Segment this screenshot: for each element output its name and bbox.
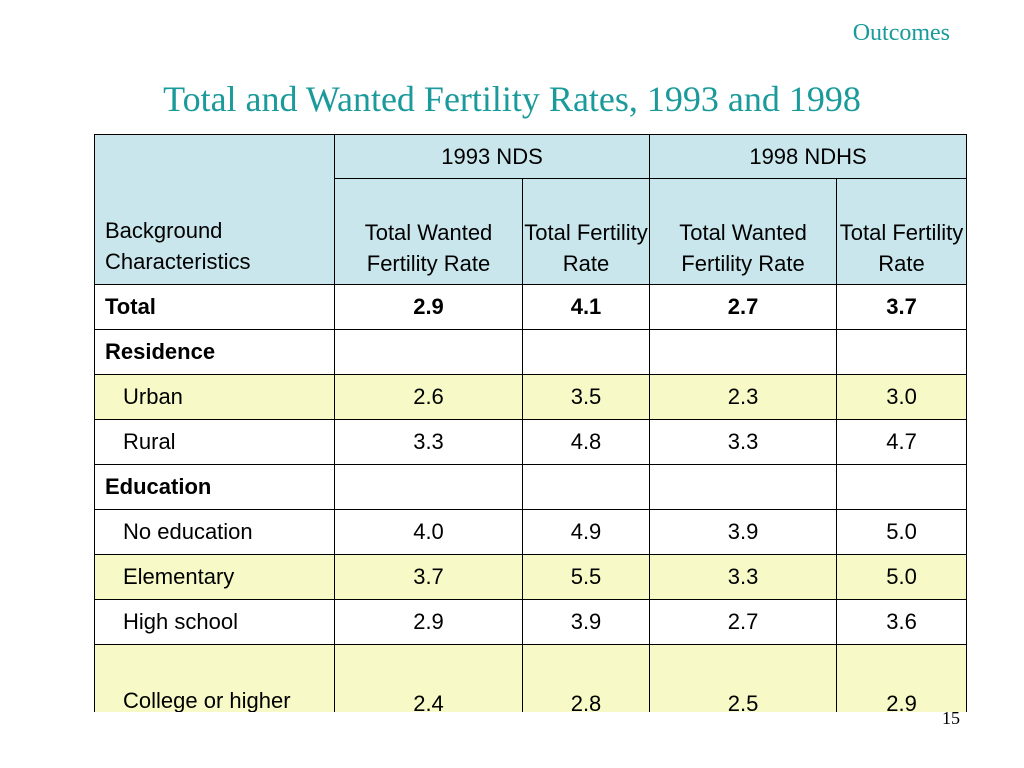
table-cell: 2.8 <box>521 644 651 712</box>
table-cell: 5.0 <box>836 554 967 600</box>
page-number: 15 <box>942 708 960 728</box>
table-cell: 5.0 <box>836 509 967 555</box>
table-row-high-school: High school 2.9 3.9 2.7 3.6 <box>94 599 967 645</box>
table-cell <box>334 464 523 510</box>
row-label: Residence <box>94 329 335 375</box>
table-cell: 3.6 <box>836 599 967 645</box>
table-row-total: Total 2.9 4.1 2.7 3.7 <box>94 284 967 330</box>
table-cell: 2.5 <box>649 644 838 712</box>
table-cell: 2.4 <box>334 644 523 712</box>
table-cell: 3.3 <box>649 554 838 600</box>
table-cell: 3.3 <box>334 419 523 465</box>
table-cell: 3.9 <box>521 599 651 645</box>
row-label: Total <box>94 284 335 330</box>
table-row-rural: Rural 3.3 4.8 3.3 4.7 <box>94 419 967 465</box>
fertility-table: Background Characteristics 1993 NDS 1998… <box>94 134 967 712</box>
table-cell: 4.1 <box>521 284 651 330</box>
table-cell: 2.7 <box>649 599 838 645</box>
table-row-college: College or higher 2.4 2.8 2.5 2.9 <box>94 644 967 712</box>
col-header-1998-total: Total Fertility Rate <box>836 178 967 285</box>
table-cell: 2.9 <box>836 644 967 712</box>
group-header-1998: 1998 NDHS <box>649 134 967 179</box>
col-header-1993-total: Total Fertility Rate <box>521 178 651 285</box>
table-row-education: Education <box>94 464 967 510</box>
table-row-residence: Residence <box>94 329 967 375</box>
group-header-1993: 1993 NDS <box>333 134 651 179</box>
row-label: Urban <box>94 374 335 420</box>
table-cell <box>521 329 651 375</box>
table-cell <box>334 329 523 375</box>
table-cell: 2.9 <box>334 599 523 645</box>
table-cell: 4.9 <box>521 509 651 555</box>
table-cell: 2.9 <box>334 284 523 330</box>
col-header-1993-wanted: Total Wanted Fertility Rate <box>334 178 523 285</box>
table-row-no-education: No education 4.0 4.9 3.9 5.0 <box>94 509 967 555</box>
row-label: Rural <box>94 419 335 465</box>
fertility-table-container: Background Characteristics 1993 NDS 1998… <box>94 134 967 712</box>
row-label: No education <box>94 509 335 555</box>
table-cell: 3.7 <box>836 284 967 330</box>
slide-title: Total and Wanted Fertility Rates, 1993 a… <box>163 79 861 119</box>
col-header-1998-wanted: Total Wanted Fertility Rate <box>649 178 838 285</box>
table-cell: 5.5 <box>521 554 651 600</box>
table-cell: 2.3 <box>649 374 838 420</box>
row-label: Elementary <box>94 554 335 600</box>
row-label: College or higher <box>94 644 335 712</box>
row-label: Education <box>94 464 335 510</box>
table-cell: 2.6 <box>334 374 523 420</box>
table-cell: 4.0 <box>334 509 523 555</box>
table-cell <box>836 329 967 375</box>
table-cell <box>649 464 838 510</box>
table-cell: 2.7 <box>649 284 838 330</box>
table-cell: 4.7 <box>836 419 967 465</box>
row-label: High school <box>94 599 335 645</box>
table-row-elementary: Elementary 3.7 5.5 3.3 5.0 <box>94 554 967 600</box>
table-cell: 3.9 <box>649 509 838 555</box>
table-cell <box>649 329 838 375</box>
table-row-urban: Urban 2.6 3.5 2.3 3.0 <box>94 374 967 420</box>
table-cell: 3.3 <box>649 419 838 465</box>
table-cell: 4.8 <box>521 419 651 465</box>
background-characteristics-header: Background Characteristics <box>94 134 335 285</box>
table-cell: 3.5 <box>521 374 651 420</box>
table-cell <box>521 464 651 510</box>
table-cell: 3.7 <box>334 554 523 600</box>
table-cell <box>836 464 967 510</box>
table-cell: 3.0 <box>836 374 967 420</box>
section-label: Outcomes <box>852 20 950 46</box>
